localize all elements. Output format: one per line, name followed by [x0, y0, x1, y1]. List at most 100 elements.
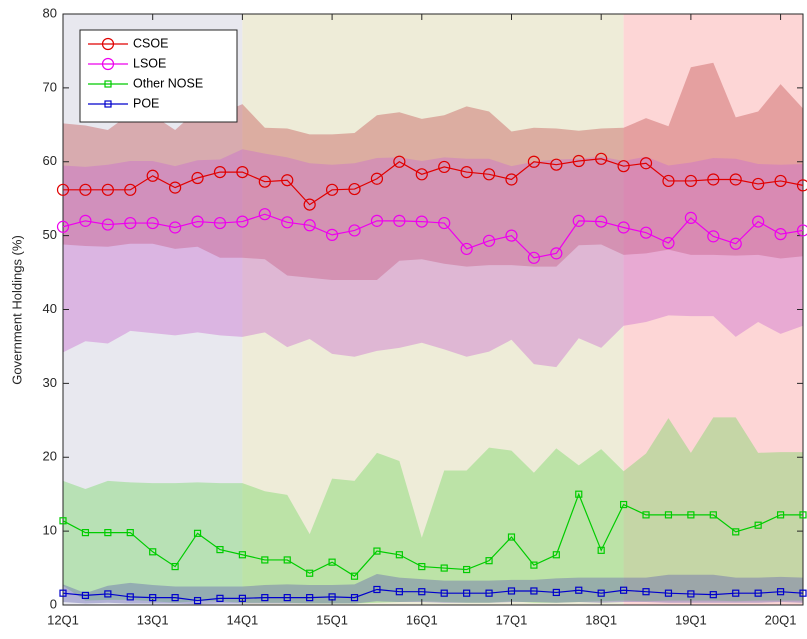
series-line — [62, 492, 803, 577]
series-line — [63, 158, 804, 206]
y-tick-label: 0 — [50, 596, 57, 611]
shaded-region — [623, 14, 803, 605]
data-point — [104, 529, 112, 537]
data-point — [774, 174, 787, 188]
data-point — [799, 511, 807, 519]
data-point — [348, 224, 361, 237]
data-point — [438, 216, 451, 230]
data-point — [684, 174, 697, 188]
data-point — [191, 215, 204, 228]
data-point — [350, 594, 359, 602]
y-tick-label: 50 — [43, 227, 57, 242]
data-point — [395, 551, 403, 559]
data-point — [149, 594, 157, 602]
data-point — [572, 154, 585, 168]
data-point — [328, 558, 336, 566]
data-point — [709, 591, 717, 599]
data-point — [752, 215, 765, 228]
data-point — [124, 216, 137, 230]
y-tick-label: 70 — [43, 79, 57, 94]
data-point — [485, 589, 493, 597]
data-point — [328, 593, 336, 601]
data-point — [642, 588, 650, 596]
data-point — [620, 500, 628, 509]
x-tick-label: 12Q1 — [47, 612, 79, 627]
data-point — [597, 546, 605, 554]
series-line — [62, 588, 804, 602]
data-point — [373, 585, 381, 594]
legend: CSOE LSOE Other NOSE POE — [79, 29, 238, 123]
data-point — [373, 547, 381, 555]
data-point — [306, 594, 314, 602]
data-point — [325, 183, 339, 196]
data-point — [662, 236, 675, 250]
legend-marker — [101, 57, 115, 71]
data-point — [687, 511, 695, 519]
data-point — [639, 157, 653, 170]
data-point — [415, 168, 428, 181]
data-point — [303, 219, 316, 232]
data-point — [79, 183, 92, 196]
data-point — [664, 589, 673, 597]
data-point — [101, 183, 114, 196]
y-tick-label: 20 — [43, 449, 57, 464]
data-point — [236, 215, 249, 228]
data-point — [530, 561, 538, 569]
data-point — [707, 173, 720, 186]
data-point — [303, 198, 316, 211]
confidence-band — [63, 149, 803, 368]
data-point — [81, 591, 90, 599]
data-point — [418, 588, 426, 596]
data-point — [617, 221, 630, 234]
data-point — [620, 586, 628, 594]
data-point — [216, 545, 224, 554]
data-point — [595, 152, 608, 165]
data-point — [169, 221, 182, 234]
data-point — [463, 565, 471, 574]
data-point — [171, 562, 179, 571]
data-point — [213, 165, 227, 179]
data-point — [552, 551, 560, 559]
data-point — [261, 556, 269, 564]
data-point — [104, 590, 112, 598]
data-point — [213, 216, 227, 230]
data-point — [146, 169, 159, 182]
data-point — [754, 589, 762, 597]
data-point — [752, 177, 765, 191]
data-point — [550, 247, 563, 260]
x-tick-label: 19Q1 — [675, 612, 707, 627]
data-point — [258, 175, 271, 188]
data-point — [393, 214, 406, 227]
data-point — [460, 242, 473, 256]
data-point — [101, 218, 114, 231]
data-point — [550, 158, 563, 171]
data-point — [729, 173, 742, 186]
data-point — [597, 589, 605, 597]
data-point — [527, 155, 541, 168]
data-point — [124, 183, 137, 196]
data-point — [59, 589, 67, 597]
data-point — [440, 589, 448, 597]
data-point — [707, 230, 720, 243]
data-point — [171, 594, 179, 602]
y-axis-label: Government Holdings (%) — [9, 235, 24, 385]
data-point — [370, 172, 384, 185]
data-point — [149, 548, 157, 556]
data-point — [776, 511, 785, 519]
data-point — [56, 183, 70, 196]
legend-label: POE — [133, 96, 159, 110]
data-point — [732, 589, 740, 597]
data-point — [460, 165, 473, 179]
data-point — [505, 229, 518, 242]
data-point — [193, 596, 202, 605]
y-tick-label: 10 — [43, 523, 57, 538]
data-point — [575, 490, 583, 498]
data-point — [325, 228, 339, 241]
legend-label: CSOE — [133, 36, 168, 50]
x-tick-label: 13Q1 — [137, 612, 169, 627]
data-point — [505, 173, 518, 186]
data-point — [639, 226, 653, 239]
data-point — [463, 589, 471, 597]
legend-label: LSOE — [133, 56, 166, 70]
data-point — [796, 224, 807, 237]
